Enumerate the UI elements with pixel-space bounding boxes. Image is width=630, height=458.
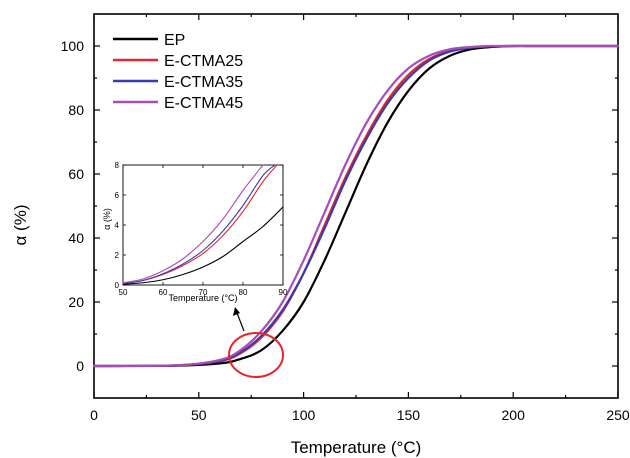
main-x-tick-label: 50: [191, 407, 207, 423]
zoom-arrow: [233, 307, 245, 332]
zoom-region-circle: [228, 332, 284, 378]
main-y-tick-label: 40: [68, 230, 84, 246]
main-x-tick-label: 150: [397, 407, 421, 423]
main-series-e-ctma45: [92, 44, 620, 368]
legend-label-e-ctma35: E-CTMA35: [164, 74, 243, 91]
inset-y-axis-label: α (%): [102, 208, 112, 230]
main-y-tick-labels: 0 20 40 60 80 100: [61, 38, 85, 374]
inset-x-tick-label: 80: [239, 288, 248, 297]
inset-y-tick-label: 8: [115, 161, 120, 170]
main-x-tick-label: 0: [90, 407, 98, 423]
inset-y-tick-label: 6: [115, 191, 120, 200]
inset-y-tick-label: 4: [115, 221, 120, 230]
inset-x-tick-label: 60: [159, 288, 168, 297]
inset-x-tick-label: 90: [279, 288, 288, 297]
inset-plot: [122, 164, 284, 286]
legend-label-e-ctma45: E-CTMA45: [164, 95, 243, 112]
main-y-axis-label: α (%): [11, 205, 30, 246]
inset-series-e-ctma35: [122, 164, 276, 285]
main-y-tick-label: 100: [61, 38, 85, 54]
main-y-tick-label: 80: [68, 102, 84, 118]
inset-series-e-ctma45: [122, 164, 264, 284]
main-y-tick-label: 0: [76, 358, 84, 374]
main-plot: [92, 13, 620, 399]
inset-x-tick-label: 70: [199, 288, 208, 297]
inset-x-tick-labels: 50 60 70 80 90: [119, 288, 288, 297]
main-x-tick-label: 100: [292, 407, 316, 423]
main-x-tick-label: 250: [606, 407, 630, 423]
inset-x-tick-label: 50: [119, 288, 128, 297]
inset-y-tick-label: 0: [115, 281, 120, 290]
legend-label-e-ctma25: E-CTMA25: [164, 53, 243, 70]
main-y-tick-label: 60: [68, 166, 84, 182]
main-y-tick-label: 20: [68, 294, 84, 310]
inset-series-ep: [122, 206, 284, 285]
main-x-tick-label: 200: [502, 407, 526, 423]
legend-label-ep: EP: [164, 32, 185, 49]
legend: EP E-CTMA25 E-CTMA35 E-CTMA45: [113, 32, 243, 112]
inset-y-tick-label: 2: [115, 251, 120, 260]
inset-y-tick-labels: 0 2 4 6 8: [115, 161, 120, 290]
main-x-tick-labels: 0 50 100 150 200 250: [90, 407, 630, 423]
main-x-axis-label: Temperature (°C): [291, 438, 422, 457]
inset-x-axis-label: Temperature (°C): [168, 293, 237, 303]
